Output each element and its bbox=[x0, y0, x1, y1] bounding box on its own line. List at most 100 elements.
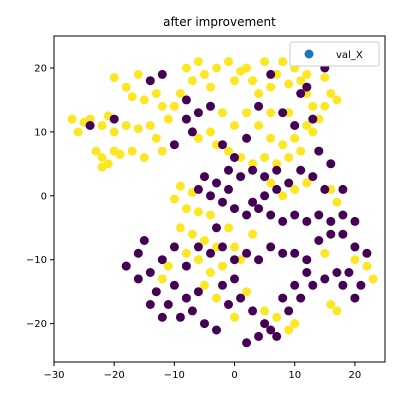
scatter-point-class-1 bbox=[284, 325, 294, 335]
scatter-point-class-0 bbox=[332, 268, 342, 277]
scatter-point-class-1 bbox=[206, 127, 215, 137]
scatter-point-class-1 bbox=[308, 127, 318, 137]
scatter-point-class-0 bbox=[314, 146, 324, 156]
scatter-point-class-1 bbox=[157, 274, 167, 284]
scatter-point-class-1 bbox=[350, 255, 360, 265]
scatter-point-class-0 bbox=[302, 216, 312, 226]
scatter-point-class-0 bbox=[296, 165, 306, 175]
scatter-point-class-1 bbox=[139, 153, 149, 162]
scatter-point-class-0 bbox=[278, 293, 288, 303]
scatter-point-class-0 bbox=[344, 268, 354, 277]
scatter-point-class-1 bbox=[73, 127, 83, 137]
x-axis: −30 −20 −10 0 10 20 bbox=[43, 362, 361, 381]
scatter-point-class-1 bbox=[181, 248, 191, 258]
scatter-point-class-0 bbox=[320, 184, 330, 194]
scatter-point-class-1 bbox=[139, 95, 149, 105]
scatter-point-class-0 bbox=[200, 172, 209, 182]
scatter-point-class-0 bbox=[181, 261, 191, 271]
scatter-point-class-1 bbox=[332, 197, 342, 207]
scatter-point-class-0 bbox=[254, 204, 264, 214]
scatter-point-class-0 bbox=[338, 210, 348, 220]
scatter-point-class-0 bbox=[338, 229, 348, 239]
scatter-point-class-0 bbox=[151, 287, 161, 297]
legend: val_X bbox=[289, 41, 380, 67]
scatter-point-class-1 bbox=[224, 57, 233, 67]
scatter-point-class-0 bbox=[326, 229, 336, 239]
scatter-point-class-1 bbox=[181, 204, 191, 214]
scatter-point-class-1 bbox=[200, 236, 209, 245]
scatter-point-class-0 bbox=[157, 312, 167, 322]
scatter-point-class-0 bbox=[314, 210, 324, 220]
scatter-point-class-1 bbox=[157, 146, 167, 156]
scatter-point-class-0 bbox=[109, 114, 119, 124]
scatter-point-class-1 bbox=[193, 57, 203, 67]
scatter-point-class-1 bbox=[272, 159, 282, 169]
scatter-point-class-0 bbox=[308, 172, 318, 182]
scatter-point-class-1 bbox=[326, 89, 336, 98]
scatter-point-class-1 bbox=[224, 223, 233, 233]
scatter-point-class-0 bbox=[278, 248, 288, 258]
scatter-point-class-0 bbox=[350, 216, 360, 226]
scatter-point-class-0 bbox=[326, 159, 336, 169]
scatter-point-class-1 bbox=[302, 121, 312, 130]
scatter-point-class-1 bbox=[290, 319, 300, 329]
scatter-point-class-0 bbox=[326, 216, 336, 226]
scatter-point-class-0 bbox=[218, 140, 227, 150]
scatter-point-class-0 bbox=[284, 306, 294, 316]
y-tick-label: −20 bbox=[26, 319, 47, 330]
scatter-point-class-0 bbox=[236, 293, 246, 303]
scatter-point-class-0 bbox=[242, 338, 252, 348]
scatter-point-class-1 bbox=[175, 181, 185, 191]
scatter-point-class-0 bbox=[314, 236, 324, 245]
scatter-point-class-1 bbox=[193, 255, 203, 265]
scatter-point-class-1 bbox=[260, 306, 270, 316]
scatter-point-class-1 bbox=[218, 108, 227, 118]
scatter-point-class-1 bbox=[163, 114, 173, 124]
scatter-point-class-1 bbox=[151, 133, 161, 143]
scatter-point-class-0 bbox=[133, 274, 143, 284]
scatter-point-class-0 bbox=[242, 210, 252, 220]
scatter-point-class-1 bbox=[206, 268, 215, 277]
scatter-point-class-0 bbox=[296, 293, 306, 303]
scatter-point-class-0 bbox=[260, 191, 270, 201]
scatter-point-class-0 bbox=[254, 255, 264, 265]
scatter-point-class-0 bbox=[218, 197, 227, 207]
scatter-point-class-1 bbox=[242, 63, 252, 73]
y-tick-label: −10 bbox=[26, 255, 47, 266]
scatter-point-class-1 bbox=[332, 95, 342, 105]
scatter-point-class-0 bbox=[193, 242, 203, 252]
scatter-point-class-0 bbox=[266, 210, 276, 220]
scatter-point-class-1 bbox=[272, 312, 282, 322]
scatter-point-class-1 bbox=[296, 76, 306, 86]
x-tick-label: −30 bbox=[43, 370, 64, 381]
scatter-point-class-0 bbox=[230, 204, 239, 214]
scatter-point-class-1 bbox=[121, 82, 131, 92]
scatter-point-class-0 bbox=[260, 319, 270, 329]
scatter-point-class-1 bbox=[181, 63, 191, 73]
scatter-point-class-1 bbox=[200, 69, 209, 79]
scatter-point-class-0 bbox=[302, 255, 312, 265]
points-layer bbox=[67, 57, 378, 348]
scatter-point-class-0 bbox=[290, 121, 300, 130]
scatter-point-class-0 bbox=[169, 140, 179, 150]
legend-label: val_X bbox=[336, 50, 363, 61]
scatter-point-class-0 bbox=[193, 108, 203, 118]
scatter-point-class-1 bbox=[242, 287, 252, 297]
scatter-point-class-0 bbox=[139, 236, 149, 245]
scatter-point-class-1 bbox=[169, 101, 179, 111]
scatter-point-class-1 bbox=[248, 159, 258, 169]
scatter-point-class-1 bbox=[260, 57, 270, 67]
y-axis: −20 −10 0 10 20 bbox=[26, 63, 54, 330]
scatter-point-class-1 bbox=[368, 274, 378, 284]
scatter-point-class-0 bbox=[193, 184, 203, 194]
scatter-point-class-1 bbox=[266, 178, 276, 188]
scatter-point-class-1 bbox=[308, 101, 318, 111]
scatter-point-class-1 bbox=[230, 312, 239, 322]
scatter-point-class-1 bbox=[290, 184, 300, 194]
scatter-point-class-1 bbox=[302, 178, 312, 188]
scatter-point-class-0 bbox=[296, 89, 306, 98]
scatter-point-class-1 bbox=[302, 69, 312, 79]
scatter-point-class-1 bbox=[151, 89, 161, 98]
scatter-point-class-0 bbox=[236, 172, 246, 182]
